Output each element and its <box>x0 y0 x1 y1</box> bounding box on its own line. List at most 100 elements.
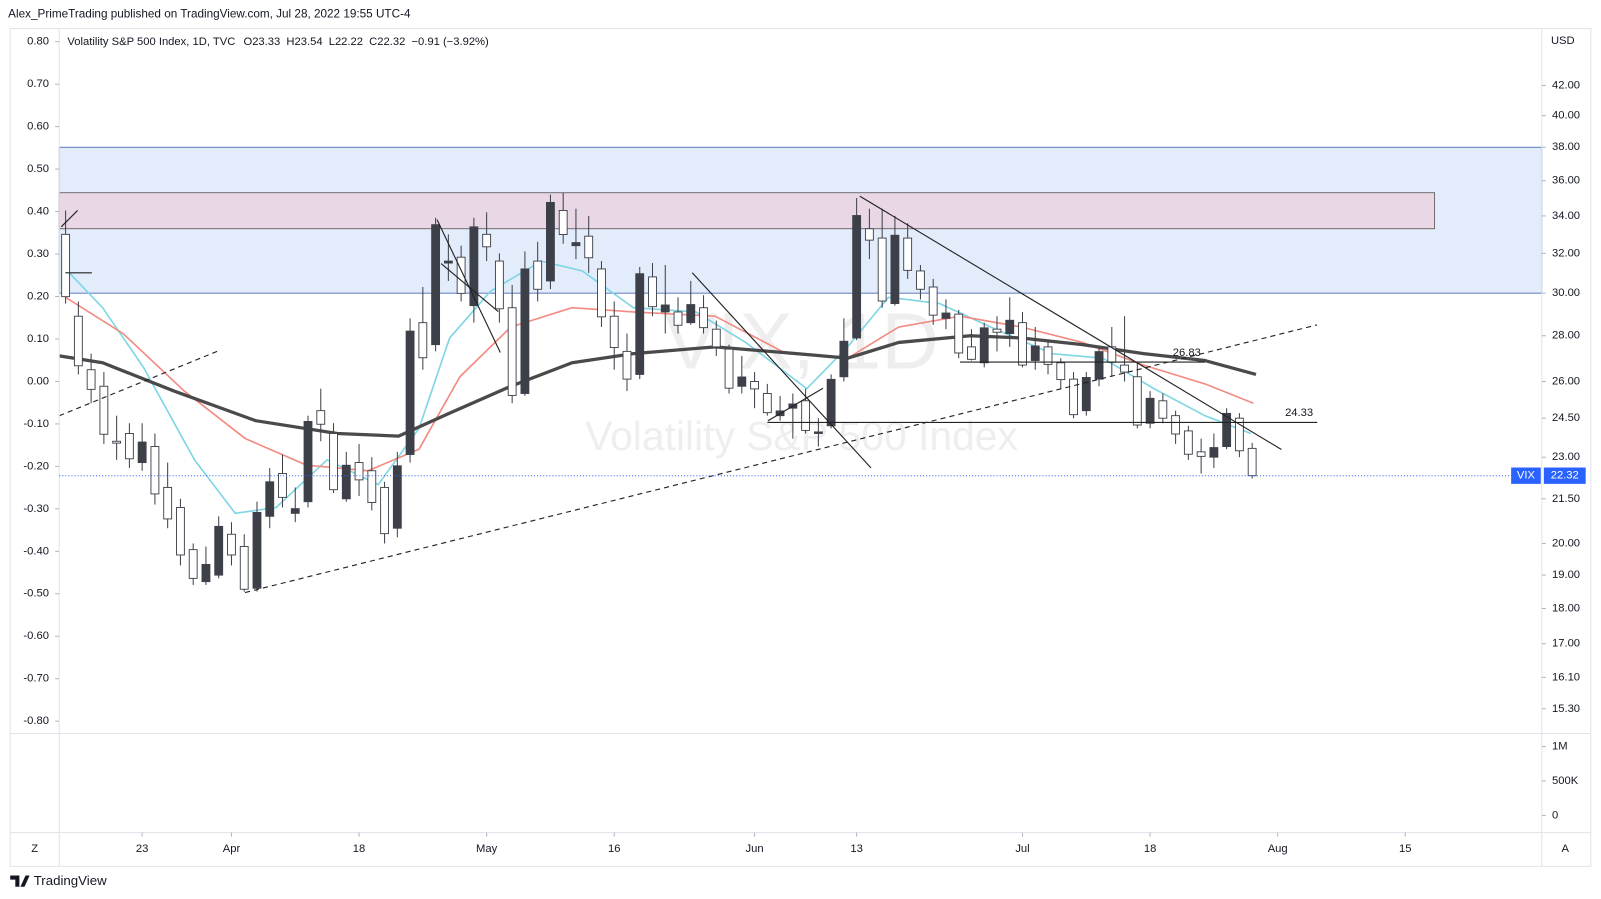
candle-body <box>1234 417 1244 452</box>
y-tick-label: 15.30 <box>1552 703 1580 715</box>
candle-body <box>916 270 925 290</box>
candle-body <box>316 410 326 425</box>
candle-body <box>1030 345 1040 361</box>
y-tick-label: 16.10 <box>1552 671 1580 683</box>
y2-tick-label: 0.50 <box>27 163 49 175</box>
y-tick-label: 34.00 <box>1552 210 1580 222</box>
candle-body <box>1209 447 1219 458</box>
legend: Volatility S&P 500 Index, 1D, TVC O23.33 H… <box>67 36 489 48</box>
candle-body <box>1183 430 1193 455</box>
candle-body <box>597 268 606 318</box>
candle-body <box>954 313 964 354</box>
candle-body <box>73 315 83 367</box>
currency: USD <box>1551 35 1575 47</box>
candle-body <box>852 215 862 339</box>
candle-body <box>635 273 645 375</box>
publish-line: Alex_PrimeTrading published on TradingVi… <box>8 7 411 20</box>
legend-name: Volatility S&P 500 Index, 1D, TVC <box>67 36 235 48</box>
watermark-symbol: VIX, 1D <box>664 296 938 385</box>
y2-tick-label: -0.50 <box>23 588 49 600</box>
legend-high: H23.54 <box>286 36 322 48</box>
y-tick-label: 21.50 <box>1552 493 1580 505</box>
candle-body <box>290 508 300 514</box>
candle-body <box>801 400 811 431</box>
candle-body <box>584 235 594 259</box>
candle-body <box>252 511 262 589</box>
candle-body <box>520 268 530 394</box>
candle-body <box>609 315 619 349</box>
y2-tick-label: 0.00 <box>27 375 49 387</box>
candle-body <box>941 312 951 319</box>
candle-body <box>1171 415 1181 435</box>
y2-tick-label: 0.30 <box>27 248 49 260</box>
candle-body <box>341 464 351 500</box>
candle-body <box>648 276 657 308</box>
x-tick-label: 18 <box>353 843 365 855</box>
volume-tick-label: 0 <box>1552 809 1558 821</box>
y-tick-label: 30.00 <box>1552 287 1580 299</box>
candle-body <box>992 328 1002 333</box>
x-tick-label: 18 <box>1144 843 1156 855</box>
candle-body <box>711 328 721 348</box>
price-tag <box>1543 467 1586 484</box>
candle-body <box>1094 351 1104 380</box>
candle-body <box>150 446 160 495</box>
moving-average <box>64 260 1252 515</box>
volume-tick-label: 1M <box>1552 741 1568 753</box>
candle-body <box>214 525 224 576</box>
candle-body <box>1196 451 1206 457</box>
y2-tick-label: -0.60 <box>23 630 49 642</box>
candle-body <box>546 201 555 282</box>
candle-body <box>494 260 504 310</box>
candle-body <box>392 465 402 529</box>
candle-body <box>137 441 147 464</box>
candle-body <box>1247 447 1257 477</box>
candle-body <box>1069 378 1078 416</box>
candle-body <box>86 369 96 390</box>
toolbar-button[interactable]: Z <box>31 843 38 855</box>
candle-body <box>239 546 249 590</box>
y-tick-label: 20.00 <box>1552 537 1580 549</box>
y-tick-label: 26.00 <box>1552 375 1580 387</box>
y2-tick-label: 0.20 <box>27 290 49 302</box>
candle-body <box>1043 346 1053 365</box>
y2-tick-label: 0.40 <box>27 206 49 218</box>
candle-body <box>724 348 734 389</box>
moving-average <box>58 334 1257 438</box>
y2-tick-label: 0.70 <box>27 78 49 90</box>
trendline <box>59 349 220 417</box>
level-label: 24.33 <box>1285 407 1313 419</box>
toolbar-button[interactable]: A <box>1562 843 1570 855</box>
y2-tick-label: -0.40 <box>23 545 49 557</box>
candle-body <box>699 307 708 329</box>
y2-tick-label: -0.10 <box>23 418 49 430</box>
trendline <box>244 324 1318 594</box>
y2-tick-label: 0.80 <box>27 36 49 48</box>
candle-body <box>405 330 415 455</box>
y-tick-label: 32.00 <box>1552 247 1580 259</box>
candle-body <box>176 507 185 556</box>
brand-logo <box>10 875 30 887</box>
y2-tick-label: -0.20 <box>23 460 49 472</box>
candle-body <box>1222 412 1232 447</box>
trendline <box>691 272 872 469</box>
candle-body <box>928 286 938 316</box>
x-tick-label: Apr <box>223 843 241 855</box>
symbol-tag-label: VIX <box>1517 470 1536 482</box>
y-tick-label: 18.00 <box>1552 602 1580 614</box>
candle-body <box>571 242 581 247</box>
candle-body <box>622 350 632 380</box>
x-tick-label: 15 <box>1399 843 1411 855</box>
candle-body <box>762 393 772 414</box>
x-tick-label: Jun <box>746 843 764 855</box>
candle-body <box>533 260 543 290</box>
candle-body <box>303 421 313 503</box>
candle-body <box>456 256 466 294</box>
candle-body <box>443 260 453 264</box>
legend-close: C22.32 <box>369 36 405 48</box>
candle-body <box>877 237 887 302</box>
candle-body <box>482 233 492 248</box>
trendlines <box>59 195 1318 594</box>
candle-body <box>826 378 836 427</box>
